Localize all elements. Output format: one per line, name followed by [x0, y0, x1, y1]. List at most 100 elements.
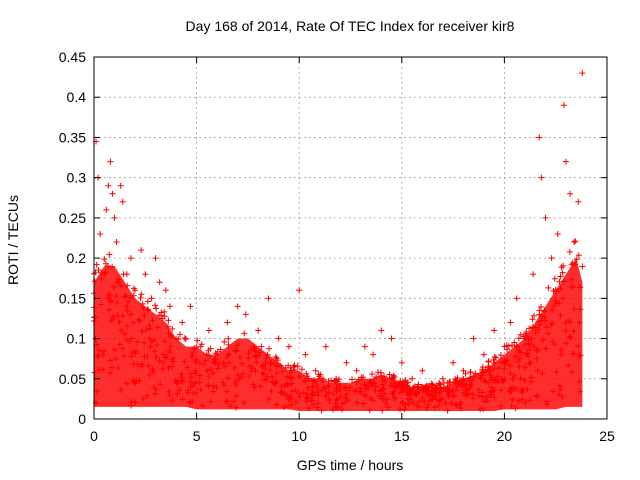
cloud-point — [110, 315, 117, 322]
cloud-point — [98, 275, 105, 282]
cloud-point — [440, 379, 447, 386]
cloud-point — [135, 316, 142, 323]
cloud-point — [270, 379, 277, 386]
cloud-point — [121, 293, 128, 300]
cloud-point — [265, 395, 272, 402]
data-density-cloud — [94, 258, 583, 411]
cloud-point — [521, 364, 528, 371]
cloud-point — [517, 331, 524, 338]
cloud-point — [268, 359, 275, 366]
cloud-point — [536, 321, 543, 328]
data-point — [162, 287, 169, 294]
cloud-point — [549, 307, 556, 314]
cloud-point — [138, 363, 145, 370]
cloud-point — [99, 351, 106, 358]
cloud-point — [435, 402, 442, 409]
cloud-point — [431, 387, 438, 394]
cloud-point — [404, 382, 411, 389]
cloud-point — [303, 398, 310, 405]
cloud-point — [149, 317, 156, 324]
cloud-point — [354, 399, 361, 406]
cloud-point — [186, 399, 193, 406]
y-tick-label: 0.3 — [67, 170, 87, 186]
cloud-point — [525, 336, 532, 343]
cloud-point — [531, 343, 538, 350]
cloud-point — [178, 378, 185, 385]
cloud-point — [528, 335, 535, 342]
cloud-point — [316, 373, 323, 380]
density-area — [94, 258, 583, 411]
cloud-point — [566, 333, 573, 340]
cloud-point — [176, 387, 183, 394]
cloud-point — [463, 387, 470, 394]
cloud-point — [551, 302, 558, 309]
cloud-point — [178, 371, 185, 378]
cloud-point — [569, 369, 576, 376]
cloud-point — [407, 396, 414, 403]
cloud-point — [112, 356, 119, 363]
cloud-point — [114, 299, 121, 306]
cloud-point — [556, 382, 563, 389]
data-point — [224, 319, 231, 326]
data-point — [439, 375, 446, 382]
cloud-point — [151, 348, 158, 355]
cloud-point — [358, 374, 365, 381]
cloud-point — [214, 365, 221, 372]
cloud-point — [332, 378, 339, 385]
data-point — [302, 351, 309, 358]
data-point — [538, 174, 545, 181]
cloud-point — [389, 390, 396, 397]
cloud-point — [565, 362, 572, 369]
cloud-point — [296, 393, 303, 400]
cloud-point — [291, 362, 298, 369]
cloud-point — [136, 377, 143, 384]
cloud-point — [404, 395, 411, 402]
cloud-point — [491, 387, 498, 394]
cloud-point — [264, 373, 271, 380]
cloud-point — [508, 402, 515, 409]
cloud-point — [167, 343, 174, 350]
cloud-point — [251, 384, 258, 391]
cloud-point — [119, 345, 126, 352]
cloud-point — [422, 387, 429, 394]
cloud-point — [449, 387, 456, 394]
cloud-point — [415, 388, 422, 395]
cloud-point — [127, 311, 134, 318]
data-point — [111, 214, 118, 221]
cloud-point — [278, 382, 285, 389]
cloud-point — [137, 295, 144, 302]
cloud-point — [330, 391, 337, 398]
cloud-point — [165, 364, 172, 371]
cloud-point — [245, 355, 252, 362]
cloud-point — [128, 398, 135, 405]
cloud-point — [339, 400, 346, 407]
cloud-point — [197, 386, 204, 393]
cloud-point — [252, 353, 259, 360]
cloud-point — [563, 340, 570, 347]
cloud-point — [212, 359, 219, 366]
cloud-point — [504, 346, 511, 353]
cloud-point — [490, 356, 497, 363]
cloud-point — [572, 261, 579, 268]
data-point — [361, 343, 368, 350]
cloud-point — [543, 324, 550, 331]
cloud-point — [123, 336, 130, 343]
cloud-point — [419, 394, 426, 401]
cloud-point — [149, 366, 156, 373]
cloud-point — [303, 370, 310, 377]
cloud-point — [490, 366, 497, 373]
cloud-point — [263, 355, 270, 362]
data-point — [109, 190, 116, 197]
data-point — [255, 327, 262, 334]
cloud-point — [579, 263, 586, 270]
cloud-point — [199, 402, 206, 409]
cloud-point — [512, 385, 519, 392]
cloud-point — [246, 363, 253, 370]
data-point — [119, 198, 126, 205]
cloud-point — [469, 377, 476, 384]
cloud-point — [352, 387, 359, 394]
cloud-point — [143, 326, 150, 333]
cloud-point — [526, 325, 533, 332]
cloud-point — [497, 387, 504, 394]
cloud-point — [406, 400, 413, 407]
